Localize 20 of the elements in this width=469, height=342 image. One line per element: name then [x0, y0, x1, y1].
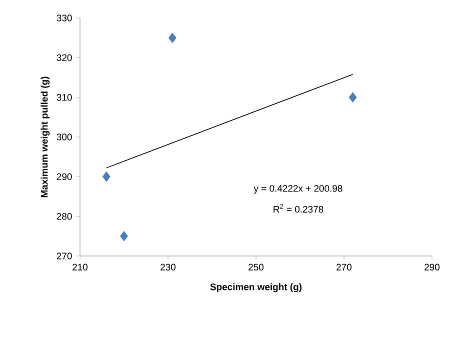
y-tick-label: 310 — [56, 94, 72, 101]
y-tick-label: 280 — [56, 212, 72, 220]
x-tick-label: 290 — [424, 264, 440, 270]
point — [348, 92, 357, 103]
point — [102, 171, 110, 182]
y-tick-label: 290 — [56, 173, 72, 180]
annotation: y = 0.4222x + 200.98 — [254, 185, 342, 194]
x-tick-label: 270 — [336, 264, 352, 270]
x-axis-title: Specimen weight (g) — [210, 283, 302, 292]
y-tick-label: 320 — [56, 54, 72, 62]
y-tick-label: 330 — [56, 14, 72, 22]
x-tick-label: 210 — [72, 264, 88, 270]
y-tick-label: 300 — [56, 134, 72, 140]
x-tick-label: 250 — [248, 264, 264, 270]
point — [120, 230, 128, 242]
point — [168, 32, 176, 44]
x-tick-label: 230 — [160, 264, 176, 270]
y-axis-title: Maximum weight pulled (g) — [40, 76, 50, 198]
y-tick-label: 270 — [56, 252, 72, 260]
annotation: R$^{2}$ = 0.2378 — [274, 204, 324, 213]
